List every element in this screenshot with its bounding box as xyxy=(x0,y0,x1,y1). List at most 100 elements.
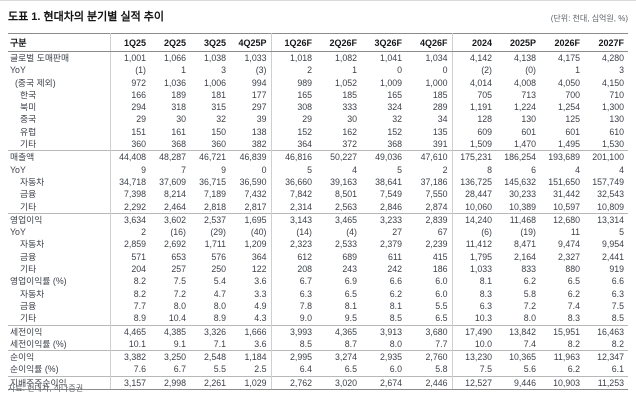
table-row: 자동차 2,859 2,692 1,711 1,209 2,323 2,533 2,379 2,… xyxy=(8,238,628,251)
cell: 39,163 xyxy=(330,176,357,187)
cell: 175,231 xyxy=(452,150,496,164)
cell: 8.2 xyxy=(611,338,624,349)
table-row: 글로벌 도매판매 1,001 1,066 1,038 1,033 1,018 1,082 1,… xyxy=(8,51,628,65)
cell: 880 xyxy=(565,264,580,275)
cell: 11 xyxy=(570,227,580,238)
cell: 7.7 xyxy=(406,337,453,351)
row-label: 한국 xyxy=(8,88,111,102)
cell: 13,314 xyxy=(584,212,628,227)
cell: 186,254 xyxy=(496,150,540,164)
cell: 8,471 xyxy=(513,239,536,250)
cell: 14,240 xyxy=(452,212,496,227)
cell: 3,143 xyxy=(271,212,316,227)
cell: 1,495 xyxy=(557,139,580,150)
cell: 257 xyxy=(171,264,186,275)
table-row: 한국 166 189 181 177 165 185 165 185 705 713 700 710 xyxy=(8,88,628,102)
table-row: 중국 29 30 32 39 29 30 32 34 128 130 125 130 xyxy=(8,113,628,126)
cell: 8,501 xyxy=(334,189,357,200)
cell: 2,292 xyxy=(123,201,146,212)
cell: 372 xyxy=(342,139,357,150)
cell: 7.4 xyxy=(567,300,580,311)
cell: 6.7 xyxy=(173,364,186,375)
cell: 1,000 xyxy=(406,76,453,89)
cell: 1,470 xyxy=(513,139,536,150)
cell: 710 xyxy=(609,89,624,100)
cell: (3) xyxy=(230,64,272,77)
cell: 713 xyxy=(521,89,536,100)
cell: 130 xyxy=(609,114,624,125)
cell: 289 xyxy=(406,101,453,114)
cell: 8.5 xyxy=(611,313,624,324)
cell: 185 xyxy=(342,89,357,100)
cell: 700 xyxy=(565,89,580,100)
row-label: 기타 xyxy=(8,200,111,214)
column-header-3Q26F: 3Q26F xyxy=(361,33,406,52)
table-row: 순이익률 (%) 7.6 6.7 5.5 2.5 6.4 6.5 6.0 5.8 7.5 5.6 6.… xyxy=(8,363,628,377)
column-header-3Q25: 3Q25 xyxy=(190,33,230,52)
cell: 7.5 xyxy=(173,276,186,287)
cell: 1,009 xyxy=(379,77,402,88)
cell: 6.5 xyxy=(344,288,357,299)
column-header-2025P: 2025P xyxy=(496,33,540,52)
cell: 1,666 xyxy=(230,324,272,338)
cell: 1,036 xyxy=(163,77,186,88)
cell: 333 xyxy=(342,102,357,113)
cell: 360 xyxy=(211,139,226,150)
cell: 242 xyxy=(387,264,402,275)
cell: 1 xyxy=(575,65,580,76)
cell: 11,412 xyxy=(465,239,492,250)
cell: 2,537 xyxy=(190,212,230,227)
column-header-2027F: 2027F xyxy=(584,33,628,52)
table-row: 기타 8.9 10.4 8.9 4.3 9.0 9.5 8.5 6.5 10.3 8.0 8.3 8.5 xyxy=(8,312,628,326)
cell: 13,842 xyxy=(496,324,540,338)
cell: 208 xyxy=(297,264,312,275)
cell: 128 xyxy=(477,114,492,125)
cell: 204 xyxy=(131,264,146,275)
cell: 1,052 xyxy=(334,77,357,88)
cell: 151 xyxy=(131,126,146,137)
row-label: 북미 xyxy=(8,101,111,114)
table-row: 금융 7.7 8.0 8.0 4.9 7.8 8.1 8.1 5.5 6.3 7.2 7.4 7.5 xyxy=(8,299,628,313)
cell: 3 xyxy=(619,65,624,76)
cell: 5.4 xyxy=(213,276,226,287)
cell: 8.0 xyxy=(523,313,536,324)
cell: 1,001 xyxy=(123,53,146,63)
cell: 39 xyxy=(230,113,272,126)
column-header-1Q26F: 1Q26F xyxy=(271,33,316,52)
cell: 5.8 xyxy=(523,288,536,299)
cell: 4,050 xyxy=(557,77,580,88)
cell: 391 xyxy=(406,138,453,151)
cell: 382 xyxy=(230,138,272,151)
column-header-4Q25P: 4Q25P xyxy=(230,33,272,52)
cell: 6.5 xyxy=(406,312,453,326)
table-row: 영업이익률 (%) 8.2 7.5 5.4 3.6 6.7 6.9 6.6 6.0 8.1 6.2 6… xyxy=(8,275,628,288)
cell: 415 xyxy=(406,250,453,264)
cell: 8.1 xyxy=(344,300,357,311)
cell: 34,718 xyxy=(119,176,146,187)
cell: 185 xyxy=(406,88,453,102)
table-row: YoY (1) 1 3 (3) 2 1 0 0 (2) (0) 1 3 xyxy=(8,64,628,77)
cell: 2,323 xyxy=(289,239,312,250)
cell: 4,280 xyxy=(601,53,624,63)
cell: 7.2 xyxy=(523,300,536,311)
table-row: YoY 2 (16) (29) (40) (14) (4) 27 67 (6) (19) 11 5 xyxy=(8,226,628,239)
cell: 2,692 xyxy=(163,239,186,250)
row-label: 매출액 xyxy=(8,150,111,164)
cell: 8.0 xyxy=(173,300,186,311)
cell: 9.0 xyxy=(299,313,312,324)
cell: 8.5 xyxy=(389,313,402,324)
cell: 4 xyxy=(352,164,357,175)
cell: 3,233 xyxy=(361,212,406,227)
cell: 6.5 xyxy=(344,364,357,375)
cell: 34 xyxy=(406,113,453,126)
cell: 3,382 xyxy=(110,350,150,364)
cell: 1,254 xyxy=(557,102,580,113)
cell: 2,441 xyxy=(601,251,624,262)
cell: (19) xyxy=(520,227,536,238)
cell: 8.9 xyxy=(213,313,226,324)
cell: 1,041 xyxy=(379,53,402,63)
cell: 150 xyxy=(211,126,226,137)
cell: 9,474 xyxy=(557,239,580,250)
cell: 364 xyxy=(230,250,272,264)
unit-note: (단위: 천대, 십억원, %) xyxy=(550,14,628,23)
